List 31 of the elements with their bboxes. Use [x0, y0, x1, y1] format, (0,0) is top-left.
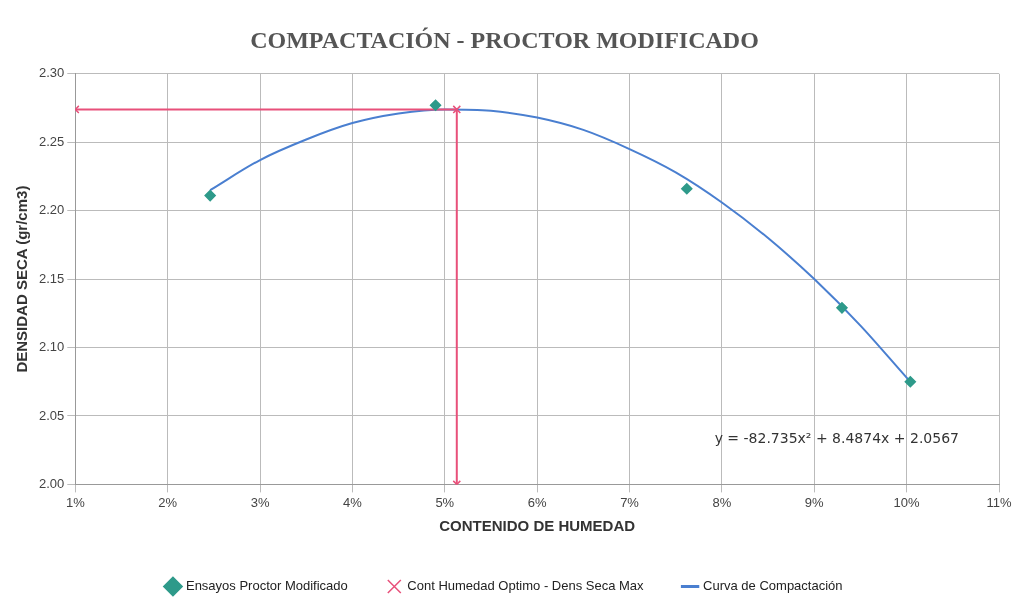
- y-tick-label: 2.20: [38, 202, 65, 218]
- x-tick-label: 9%: [804, 494, 825, 510]
- x-tick-label: 4%: [343, 494, 363, 510]
- y-tick-label: 2.00: [38, 475, 65, 491]
- point: [204, 189, 216, 202]
- point: [836, 302, 848, 314]
- y-tick-label: 2.30: [38, 65, 65, 81]
- x-tick-label: 10%: [893, 494, 921, 510]
- x-tick-label: 2%: [158, 494, 178, 510]
- point: [681, 183, 693, 195]
- x-tick-label: 8%: [712, 494, 732, 510]
- annotation: y = -82.735x² + 8.4874x + 2.0567: [714, 430, 959, 447]
- chart-title: COMPACTACIÓN - PROCTOR MODIFICADO: [250, 26, 759, 53]
- y-tick-label: 2.25: [38, 133, 65, 149]
- point: [904, 376, 917, 388]
- y-tick-label: 2.10: [38, 339, 65, 355]
- y-axis-title: DENSIDAD SECA (gr/cm3): [13, 185, 31, 373]
- x-tick-label: 1%: [65, 494, 86, 510]
- legend-label: Cont Humedad Optimo - Dens Seca Max: [407, 578, 645, 594]
- y-tick-label: 2.15: [38, 270, 65, 286]
- x-tick-label: 5%: [435, 494, 455, 510]
- x-axis-title: CONTENIDO DE HUMEDAD: [439, 517, 636, 535]
- y-tick-label: 2.05: [38, 407, 65, 423]
- legend-label: Ensayos Proctor Modificado: [185, 578, 348, 594]
- x-tick-label: 3%: [250, 494, 270, 510]
- x-tick-label: 7%: [620, 494, 640, 510]
- point: [452, 105, 462, 114]
- x-tick-label: 11%: [986, 494, 1012, 510]
- legend-label: Curva de Compactación: [703, 578, 843, 594]
- point: [429, 99, 442, 112]
- x-tick-label: 6%: [527, 494, 547, 510]
